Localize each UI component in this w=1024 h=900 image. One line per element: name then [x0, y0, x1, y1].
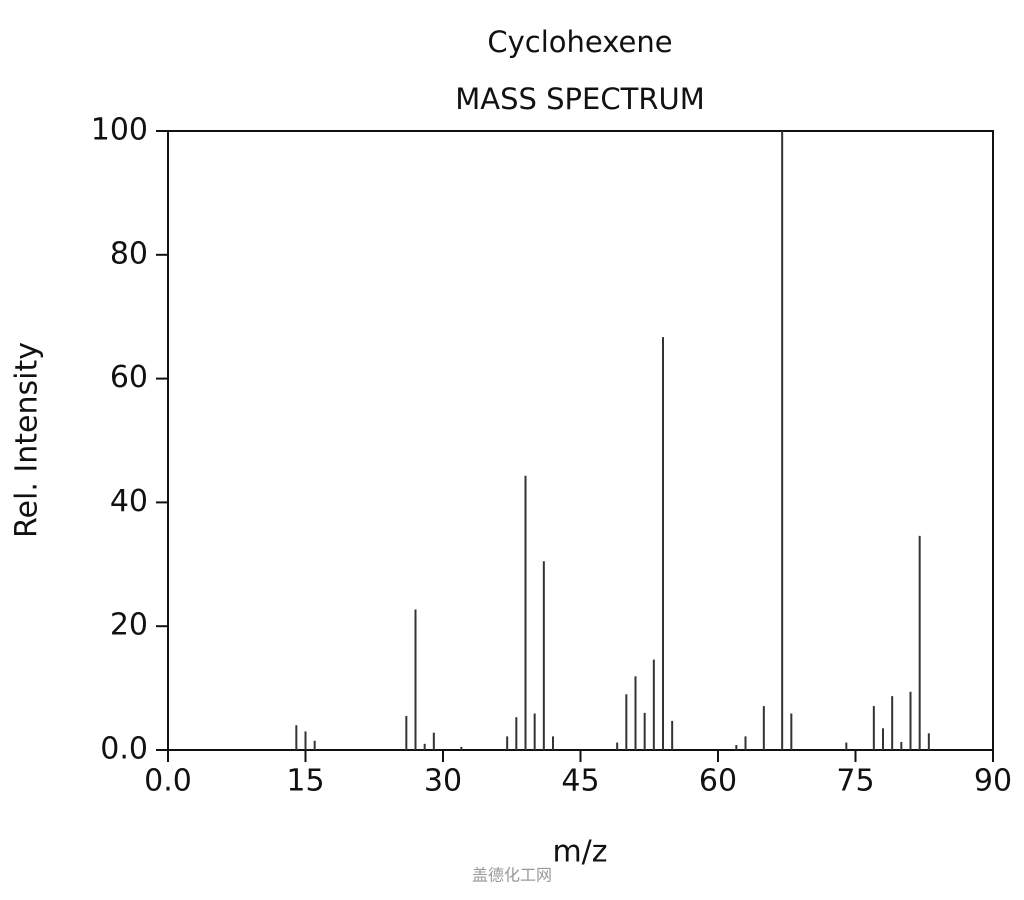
x-tick-label: 0.0 — [144, 764, 192, 799]
y-tick-label: 40 — [110, 484, 148, 519]
x-tick-label: 30 — [424, 764, 462, 799]
y-tick-label: 100 — [91, 113, 148, 148]
y-tick-label: 60 — [110, 360, 148, 395]
y-axis-label: Rel. Intensity — [10, 342, 45, 538]
y-tick-label: 20 — [110, 608, 148, 643]
watermark: 盖德化工网 — [472, 866, 552, 885]
plot-frame — [167, 130, 994, 751]
x-tick-label: 75 — [836, 764, 874, 799]
y-tick-label: 0.0 — [100, 732, 148, 767]
chart-subtitle: MASS SPECTRUM — [455, 82, 704, 116]
x-tick-label: 90 — [974, 764, 1012, 799]
x-tick-label: 15 — [286, 764, 324, 799]
x-tick-label: 60 — [699, 764, 737, 799]
x-tick-label: 45 — [561, 764, 599, 799]
y-tick-label: 80 — [110, 236, 148, 271]
chart-title: Cyclohexene — [487, 25, 672, 59]
x-axis-label: m/z — [552, 835, 607, 870]
